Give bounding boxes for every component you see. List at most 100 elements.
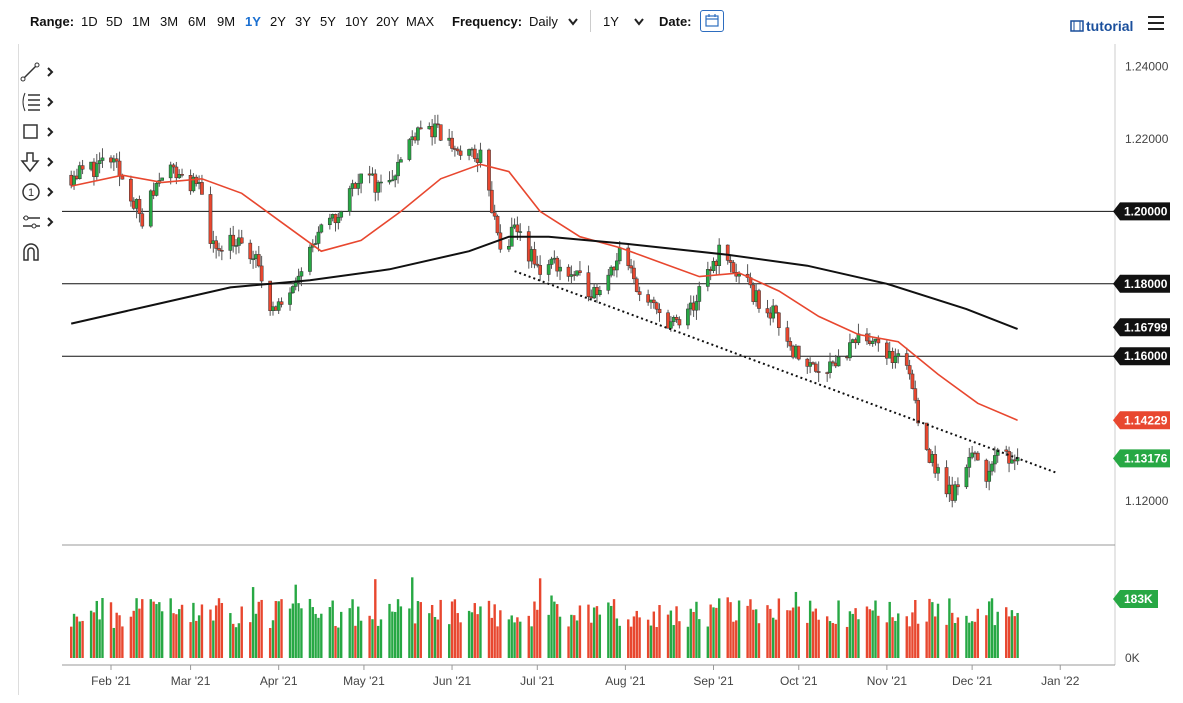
measure-tool-button[interactable]	[20, 210, 60, 234]
volume-bar	[274, 601, 278, 658]
candle-body	[870, 340, 875, 344]
volume-bar	[945, 624, 948, 658]
tutorial-label: tutorial	[1086, 18, 1134, 34]
fibonacci-tool-button[interactable]	[20, 90, 60, 114]
candle-body	[788, 341, 793, 347]
candle-body	[757, 290, 761, 309]
frequency-select[interactable]: Daily	[529, 14, 578, 29]
range-button-2y[interactable]: 2Y	[270, 14, 286, 29]
candle-body	[549, 258, 554, 265]
candle-body	[609, 266, 614, 276]
annotation-tool-button[interactable]: 1	[20, 180, 60, 204]
range-button-5d[interactable]: 5D	[106, 14, 123, 29]
volume-bar	[459, 622, 462, 658]
candle-body	[654, 302, 659, 310]
price-label-tag	[1113, 449, 1170, 468]
volume-bar	[607, 602, 610, 658]
volume-bar	[928, 598, 931, 658]
chevron-down-icon	[634, 18, 645, 26]
arrow-tool-button[interactable]	[20, 150, 60, 174]
candle-body	[615, 260, 619, 271]
candle-body	[319, 224, 324, 233]
volume-bar	[89, 610, 93, 658]
volume-bar	[354, 625, 357, 658]
candle-body	[347, 188, 352, 212]
volume-bar	[598, 614, 602, 658]
range-button-5y[interactable]: 5Y	[320, 14, 336, 29]
candle-body	[629, 265, 633, 269]
volume-bar	[229, 613, 232, 658]
time-tick-label: Jun '21	[433, 674, 472, 688]
volume-bar	[499, 610, 502, 658]
time-tick-label: Dec '21	[952, 674, 993, 688]
volume-bars	[70, 577, 1019, 658]
volume-bar	[914, 599, 917, 658]
candle-body	[458, 150, 463, 156]
volume-bar	[848, 611, 852, 658]
volume-bar	[692, 611, 695, 658]
magnet-tool-button[interactable]	[20, 240, 60, 264]
range-button-3m[interactable]: 3M	[160, 14, 179, 29]
range-button-10y[interactable]: 10Y	[345, 14, 369, 29]
range-button-3y[interactable]: 3Y	[295, 14, 311, 29]
volume-bar	[101, 598, 104, 658]
time-tick-label: Apr '21	[260, 674, 298, 688]
shape-tool-button[interactable]	[20, 120, 60, 144]
price-label-tag	[1113, 318, 1170, 337]
price-label-tag	[1113, 411, 1170, 430]
candle-body	[705, 269, 710, 287]
range-button-20y[interactable]: 20Y	[376, 14, 400, 29]
volume-bar	[956, 617, 960, 658]
hamburger-menu-icon[interactable]	[1148, 16, 1164, 30]
candle-body	[268, 280, 273, 311]
time-tick-label: Feb '21	[91, 674, 131, 688]
volume-bar	[888, 601, 891, 658]
volume-bar	[368, 615, 371, 658]
volume-bar	[706, 626, 710, 658]
range-button-1m[interactable]: 1M	[132, 14, 151, 29]
tutorial-link[interactable]: tutorial	[1070, 18, 1133, 34]
volume-bar	[217, 598, 221, 658]
volume-bar	[519, 621, 522, 658]
calendar-button[interactable]	[700, 10, 724, 32]
volume-bar	[320, 613, 323, 658]
candle-body	[467, 149, 471, 156]
price-tick-label: 1.12000	[1125, 494, 1169, 508]
volume-bar	[877, 615, 880, 658]
range-button-6m[interactable]: 6M	[188, 14, 207, 29]
candle-body	[114, 158, 119, 162]
candlesticks	[69, 114, 1020, 508]
trendline[interactable]	[514, 270, 1058, 475]
candle-body	[597, 290, 602, 295]
candle-body	[313, 243, 318, 245]
volume-bar	[195, 620, 198, 658]
volume-bar	[894, 620, 897, 658]
price-tick-label: 1.24000	[1125, 60, 1169, 74]
volume-bar	[698, 619, 701, 658]
volume-bar	[996, 611, 999, 658]
volume-bar	[868, 609, 872, 658]
range-button-9m[interactable]: 9M	[217, 14, 236, 29]
volume-bar	[473, 603, 476, 658]
volume-bar	[129, 616, 133, 658]
volume-bar	[777, 598, 781, 658]
candle-body	[538, 265, 542, 275]
candle-body	[293, 282, 298, 287]
line-tool-button[interactable]	[20, 60, 60, 84]
volume-bar	[314, 613, 317, 658]
volume-bar	[831, 622, 835, 658]
candle-body	[617, 247, 622, 262]
range-button-max[interactable]: MAX	[406, 14, 435, 29]
candle-body	[396, 161, 400, 177]
range-button-1d[interactable]: 1D	[81, 14, 98, 29]
range-button-1y[interactable]: 1Y	[245, 14, 261, 29]
candle-body	[296, 275, 301, 283]
candle-body	[555, 257, 560, 272]
volume-bar	[436, 619, 440, 658]
volume-bar	[729, 602, 732, 658]
volume-bar	[394, 611, 397, 658]
volume-bar	[933, 616, 937, 658]
period-select[interactable]: 1Y	[603, 14, 645, 29]
candle-body	[239, 237, 244, 244]
